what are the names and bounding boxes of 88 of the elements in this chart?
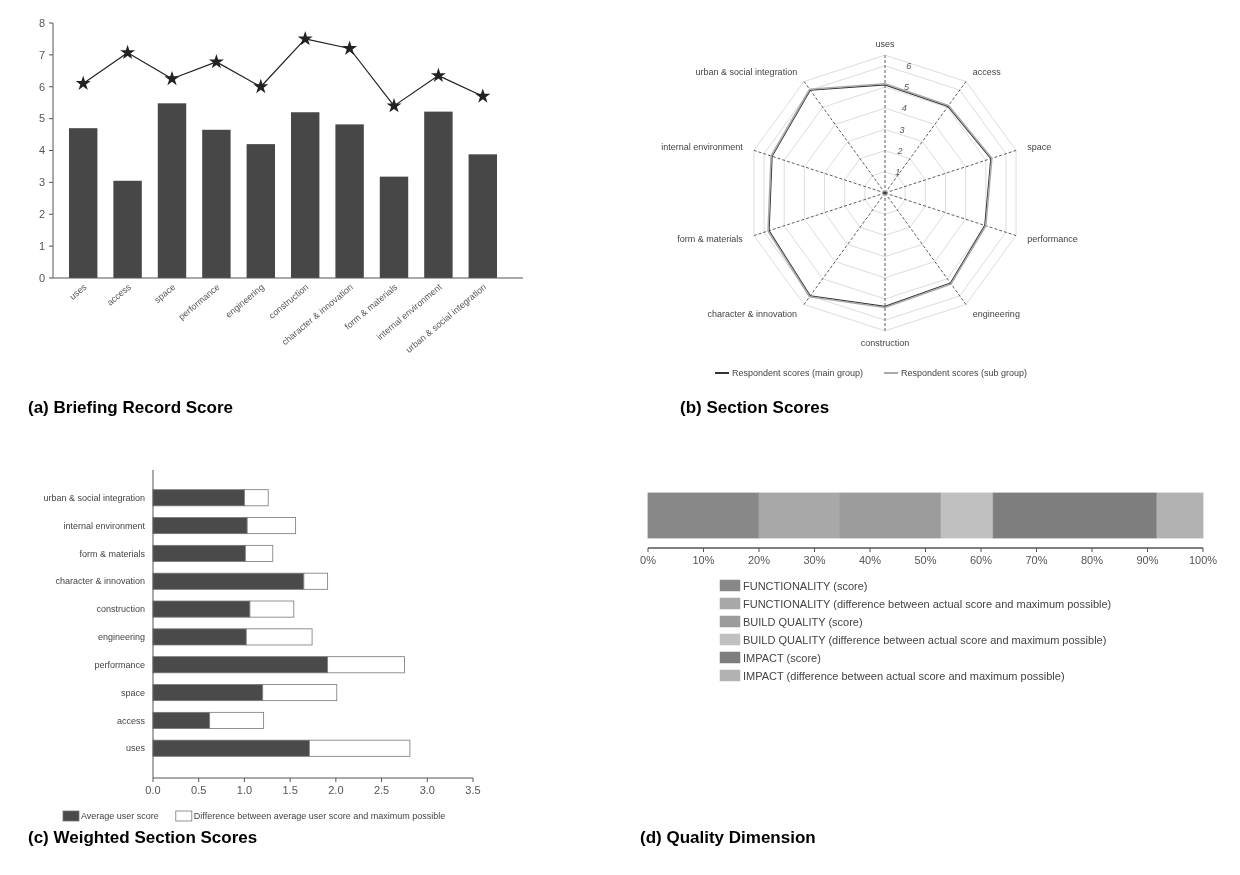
text: (a) Briefing Record Score — [28, 398, 233, 417]
bar — [379, 176, 409, 278]
bar — [335, 124, 364, 278]
y-tick-label: 0 — [38, 271, 45, 284]
y-tick-label: 3 — [38, 176, 45, 189]
point — [208, 53, 224, 69]
legend-label: Respondent scores (main group) — [732, 368, 864, 379]
y-tick-label: 8 — [38, 16, 45, 29]
text: (c) Weighted Section Scores — [28, 828, 258, 847]
bar — [246, 144, 276, 278]
legend-label: IMPACT (score) — [743, 651, 821, 664]
legend-label: Average user score — [81, 811, 159, 822]
y-tick-label: urban & social integration — [43, 492, 145, 503]
y-tick-label: 6 — [38, 80, 45, 93]
y-tick-label: 2 — [38, 208, 45, 221]
bar — [940, 492, 994, 539]
y-tick-label: space — [120, 687, 145, 698]
y-tick-label: access — [116, 715, 146, 726]
point — [475, 88, 491, 103]
point — [164, 70, 180, 86]
y-tick-label: 4 — [38, 144, 45, 157]
y-tick-label: 6 — [906, 60, 912, 71]
spoke-label: urban & social integration — [695, 67, 798, 78]
x-tick-label: 90% — [1136, 554, 1159, 566]
x-tick-label: 10% — [692, 554, 715, 566]
bar — [202, 129, 231, 278]
x-tick-label: 70% — [1025, 554, 1048, 566]
y-tick-label: 4 — [901, 103, 907, 114]
bar — [992, 492, 1158, 539]
point — [297, 31, 313, 46]
y-tick-label: uses — [125, 743, 146, 754]
x-tick-label: 30% — [803, 554, 826, 566]
bar — [424, 111, 453, 278]
y-tick-label: engineering — [97, 632, 145, 643]
x-tick-label: 0.0 — [145, 784, 161, 796]
legend-label: FUNCTIONALITY (score) — [743, 579, 868, 592]
x-tick-label: 1.5 — [282, 784, 298, 796]
y-tick-label: internal environment — [63, 520, 146, 531]
bar — [68, 128, 98, 278]
y-tick-label: 1 — [38, 239, 45, 252]
point — [342, 40, 358, 55]
point — [253, 78, 269, 94]
point — [430, 67, 446, 82]
y-tick-label: 1 — [895, 166, 901, 177]
legend-label: BUILD QUALITY (score) — [743, 615, 863, 628]
text: (b) Section Scores — [680, 398, 830, 417]
x-tick-label: 0.5 — [191, 784, 207, 796]
x-tick-label: 100% — [1188, 554, 1218, 566]
y-tick-label: 5 — [904, 82, 910, 93]
x-tick-label: 2.5 — [373, 784, 390, 796]
y-tick-label: performance — [94, 659, 145, 670]
legend-label: IMPACT (difference between actual score and maximum possible) — [743, 669, 1065, 682]
x-tick-label: 50% — [914, 554, 937, 566]
y-tick-label: 7 — [38, 48, 45, 61]
x-tick-label: 3.5 — [465, 784, 481, 796]
y-tick-label: 2 — [896, 145, 903, 156]
y-tick-label: 5 — [38, 112, 45, 125]
point — [120, 44, 136, 60]
bar — [290, 112, 320, 278]
spoke-label: access — [972, 67, 1002, 78]
legend-label: FUNCTIONALITY (difference between actual score and maximum possible) — [743, 597, 1112, 610]
x-tick-label: 2.0 — [328, 784, 344, 796]
bar — [1156, 492, 1204, 539]
spoke-label: form & materials — [677, 234, 744, 245]
bar — [113, 180, 142, 278]
y-tick-label: construction — [96, 604, 145, 615]
text: (d) Quality Dimension — [640, 828, 816, 847]
bar — [647, 492, 760, 539]
legend-label: Respondent scores (sub group) — [901, 368, 1028, 379]
y-tick-label: 3 — [899, 124, 905, 135]
x-tick-label: 80% — [1080, 554, 1104, 566]
x-tick-label: 40% — [858, 554, 882, 566]
point — [386, 97, 402, 113]
spoke-label: uses — [875, 38, 895, 49]
y-tick-label: character & innovation — [55, 576, 145, 587]
legend-label: BUILD QUALITY (difference between actual score and maximum possible) — [743, 633, 1107, 646]
spoke-label: internal environment — [661, 141, 744, 152]
spoke-label: space — [1027, 141, 1052, 152]
bar — [157, 103, 187, 278]
x-tick-label: 1.0 — [236, 784, 253, 796]
x-tick-label: 60% — [969, 554, 993, 566]
spoke-label: performance — [1027, 234, 1078, 245]
x-tick-label: 20% — [747, 554, 771, 566]
x-tick-label: 0% — [640, 554, 657, 566]
x-tick-label: 3.0 — [419, 784, 435, 796]
legend-label: Difference between average user score and maximum possible — [193, 811, 446, 822]
point — [75, 75, 91, 90]
bar — [468, 154, 498, 278]
